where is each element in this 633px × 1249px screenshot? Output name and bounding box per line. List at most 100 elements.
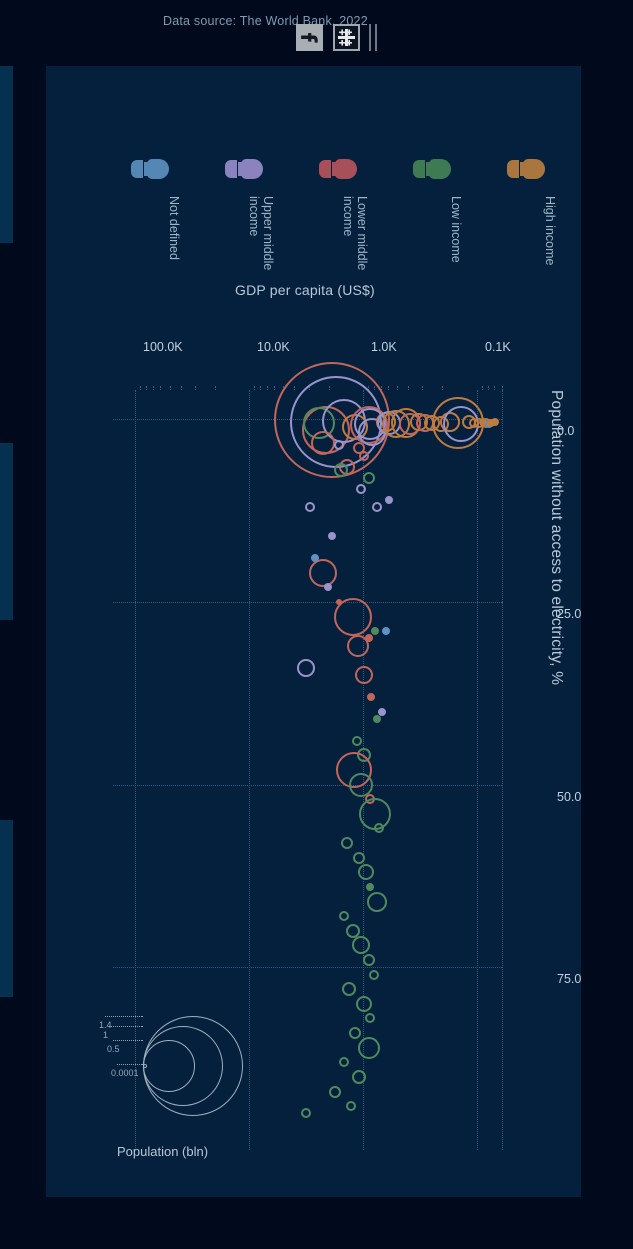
lightbulb-icon	[413, 152, 451, 186]
y-gridline	[476, 390, 478, 1150]
scatter-bubble[interactable]	[385, 495, 394, 504]
size-legend-leader	[113, 1040, 143, 1041]
lightbulb-icon	[225, 152, 263, 186]
income-group-legend-item[interactable]: Lower middle income	[309, 152, 369, 272]
y-minor-tick	[442, 386, 444, 390]
scatter-bubble[interactable]	[310, 430, 335, 455]
y-minor-tick	[274, 386, 276, 390]
scatter-bubble[interactable]	[373, 823, 384, 834]
size-legend-ring	[143, 1016, 243, 1116]
size-legend-leader	[105, 1016, 143, 1017]
scatter-bubble[interactable]	[338, 1057, 349, 1068]
scatter-bubble[interactable]	[358, 1036, 381, 1059]
footer-strip: Data source: The World Bank, 2022 Author…	[0, 0, 633, 66]
facebook-icon[interactable]	[296, 24, 323, 51]
scatter-bubble[interactable]	[357, 864, 374, 881]
scatter-bubble[interactable]	[328, 532, 337, 541]
y-minor-tick	[260, 386, 262, 390]
scatter-bubble[interactable]	[338, 911, 349, 922]
scatter-bubble[interactable]	[352, 735, 362, 746]
scatter-bubble[interactable]	[328, 1085, 341, 1098]
scatter-bubble[interactable]	[370, 627, 379, 636]
x-axis-tick: 75.0	[557, 972, 582, 987]
y-minor-tick	[481, 386, 483, 390]
main-panel: High income Low income Lower middle income U…	[46, 66, 581, 1197]
y-axis-tick: 100.0K	[143, 340, 183, 354]
scatter-bubble[interactable]	[324, 583, 333, 592]
scatter-bubble[interactable]	[352, 936, 371, 955]
scatter-bubble[interactable]	[367, 692, 376, 701]
dumbbell-panel[interactable]: World3.9%26.2%	[0, 1009, 13, 1186]
bubble-size-legend: Population (bln) 0.0001 0.5 1 1.4	[90, 968, 265, 1168]
y-minor-tick	[140, 386, 142, 390]
scatter-bubble[interactable]	[365, 634, 374, 643]
dumbbell-panel[interactable]: Not defined4.3%15.9%	[0, 443, 13, 620]
y-minor-tick	[388, 386, 390, 390]
scatter-bubble[interactable]	[297, 658, 316, 677]
dumbbell-panel[interactable]: Low income22.3%58.4%	[0, 820, 13, 997]
y-minor-tick	[152, 386, 154, 390]
dumbbell-panel[interactable]: Lower middleincome3.2%20.1%	[0, 632, 13, 809]
scatter-bubble[interactable]	[348, 1027, 361, 1040]
scatter-bubble[interactable]	[333, 597, 372, 636]
lightbulb-icon	[507, 152, 545, 186]
scatter-bubble[interactable]	[381, 627, 390, 636]
x-axis-tick: 25.0	[557, 606, 582, 621]
income-group-legend-item[interactable]: High income	[497, 152, 557, 272]
scatter-bubble[interactable]	[352, 1069, 367, 1084]
y-axis-tick: 1.0K	[370, 340, 397, 354]
x-gridline	[113, 784, 503, 786]
scatter-bubble[interactable]	[363, 954, 376, 966]
y-minor-tick	[422, 386, 424, 390]
scatter-bubble[interactable]	[367, 891, 388, 912]
scatter-bubble[interactable]	[349, 772, 374, 797]
scatter-bubble[interactable]	[366, 882, 375, 891]
scatter-bubble[interactable]	[491, 418, 500, 427]
size-legend-leader	[117, 1064, 143, 1065]
income-group-legend-item[interactable]: Upper middle income	[215, 152, 275, 272]
tableau-icon[interactable]	[333, 24, 360, 51]
scatter-bubble[interactable]	[368, 969, 379, 980]
size-legend-label: 0.5	[107, 1044, 120, 1054]
y-minor-tick	[494, 386, 496, 390]
x-axis-tick: 0.0	[557, 424, 575, 439]
scatter-bubble[interactable]	[377, 707, 386, 716]
y-minor-tick	[487, 386, 489, 390]
scatter-bubble[interactable]	[333, 463, 348, 478]
scatter-y-axis-title: GDP per capita (US$)	[235, 282, 375, 298]
x-axis-line	[502, 390, 503, 1150]
scatter-bubble[interactable]	[372, 501, 383, 512]
x-axis-tick: 50.0	[557, 789, 582, 804]
scatter-bubble[interactable]	[310, 554, 319, 563]
income-group-legend-item[interactable]: Not defined	[121, 152, 181, 272]
scatter-bubble[interactable]	[304, 501, 315, 512]
y-minor-tick	[180, 386, 182, 390]
lightbulb-icon	[319, 152, 357, 186]
y-minor-tick	[194, 386, 196, 390]
income-group-legend-item[interactable]: Low income	[403, 152, 463, 272]
scatter-bubble[interactable]	[353, 851, 366, 864]
scatter-bubble[interactable]	[358, 450, 369, 461]
size-legend-leader	[109, 1026, 143, 1027]
dumbbell-panel[interactable]: Upper middleincome0.7%2.5%	[0, 255, 13, 432]
y-minor-tick	[160, 386, 162, 390]
scatter-bubble[interactable]	[301, 1108, 312, 1119]
scatter-bubble[interactable]	[354, 666, 373, 684]
scatter-bubble[interactable]	[334, 439, 345, 450]
y-axis-tick: 10.0K	[257, 340, 290, 354]
divider-line-2	[369, 24, 371, 51]
y-minor-tick	[502, 386, 503, 390]
scatter-bubble[interactable]	[308, 558, 337, 587]
scatter-bubble[interactable]	[345, 1101, 356, 1112]
scatter-bubble[interactable]	[373, 714, 382, 723]
y-minor-tick	[169, 386, 171, 390]
bubble-size-legend-title: Population (bln)	[117, 1144, 209, 1159]
dumbbell-panel[interactable]: High income0.0%0.1%UrbanPopulationRural …	[0, 66, 13, 243]
scatter-bubble[interactable]	[356, 483, 367, 494]
scatter-bubble[interactable]	[341, 837, 354, 850]
scatter-bubble[interactable]	[342, 982, 357, 997]
y-axis-tick: 0.1K	[484, 340, 511, 354]
scatter-bubble[interactable]	[365, 1013, 376, 1024]
scatter-bubble[interactable]	[363, 471, 376, 484]
scatter-bubble[interactable]	[355, 995, 372, 1012]
